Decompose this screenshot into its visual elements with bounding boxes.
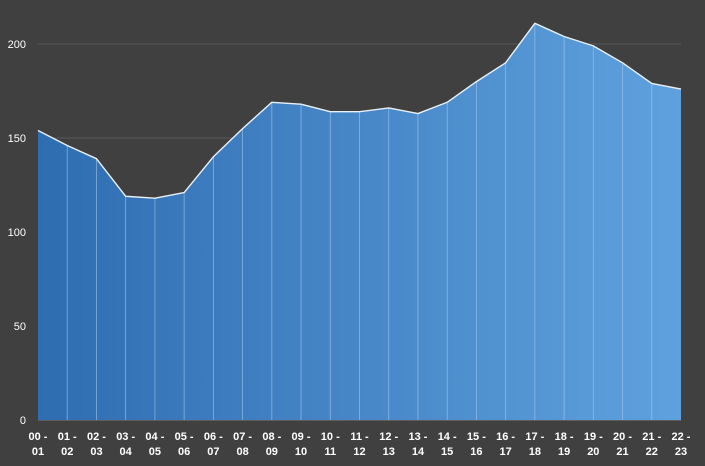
x-tick-label: 08 -09 (262, 431, 281, 458)
y-tick-label: 200 (8, 39, 26, 51)
x-tick-label: 06 -07 (204, 431, 223, 458)
area-series (37, 22, 682, 420)
x-tick-label: 20 -21 (613, 431, 632, 458)
x-tick-label: 14 -15 (438, 431, 457, 458)
y-tick-label: 100 (8, 227, 26, 239)
x-tick-label: 22 -23 (672, 431, 691, 458)
x-tick-label: 05 -06 (175, 431, 194, 458)
x-tick-label: 01 -02 (58, 431, 77, 458)
x-tick-label: 00 -01 (29, 431, 48, 458)
x-tick-label: 02 -03 (87, 431, 106, 458)
y-tick-label: 0 (20, 415, 26, 427)
x-tick-label: 10 -11 (321, 431, 340, 458)
x-tick-label: 17 -18 (525, 431, 544, 458)
x-tick-label: 13 -14 (408, 431, 427, 458)
x-tick-label: 18 -19 (555, 431, 574, 458)
x-tick-label: 11 -12 (350, 431, 369, 458)
x-tick-label: 04 -05 (145, 431, 164, 458)
y-tick-label: 150 (8, 133, 26, 145)
x-tick-label: 07 -08 (233, 431, 252, 458)
y-tick-label: 50 (14, 321, 26, 333)
x-tick-label: 09 -10 (292, 431, 311, 458)
x-tick-label: 19 -20 (584, 431, 603, 458)
x-tick-label: 03 -04 (116, 431, 135, 458)
y-axis: 0 50 100 150 200 (8, 39, 26, 427)
x-tick-label: 16 -17 (496, 431, 515, 458)
x-tick-label: 15 -16 (467, 431, 486, 458)
x-tick-label: 12 -13 (379, 431, 398, 458)
x-tick-label: 21 -22 (642, 431, 661, 458)
x-axis: 00 -01 01 -02 02 -03 03 -04 04 -05 05 -06 06 -… (29, 431, 691, 458)
